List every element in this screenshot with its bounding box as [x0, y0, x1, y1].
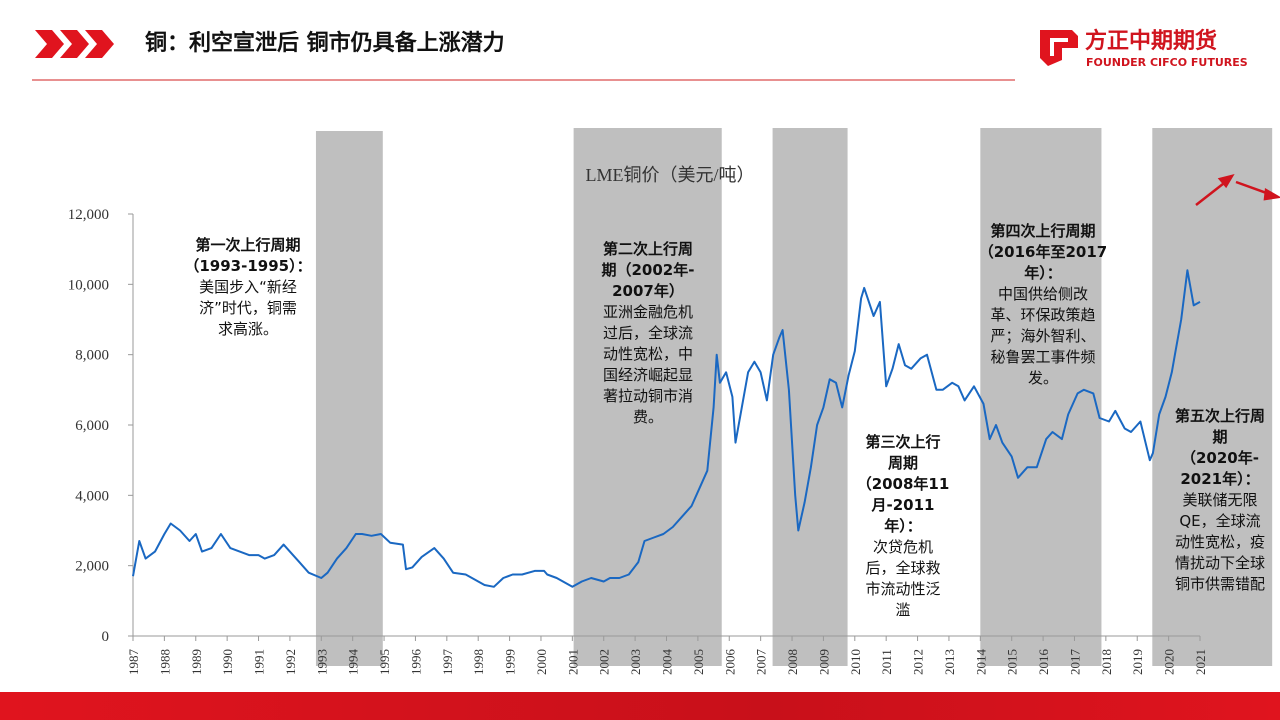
shaded-period — [573, 128, 722, 666]
logo — [1040, 30, 1078, 66]
annotation-body: 动性宽松，疫 — [1175, 533, 1265, 551]
annotation-title: 2021年）： — [1180, 470, 1259, 488]
y-tick-label: 12,000 — [68, 207, 109, 223]
x-tick-label: 2005 — [691, 649, 706, 675]
logo-subtext: FOUNDER CIFCO FUTURES — [1086, 56, 1248, 69]
x-tick-label: 1992 — [283, 649, 298, 675]
x-tick-label: 2017 — [1067, 649, 1082, 676]
annotation-body: 亚洲金融危机 — [603, 303, 693, 321]
annotation-body: 秘鲁罢工事件频 — [990, 348, 1095, 366]
x-tick-label: 2007 — [754, 649, 769, 676]
y-tick-label: 0 — [102, 629, 110, 645]
header-icon — [35, 30, 114, 58]
annotation-title: 期（2002年- — [602, 261, 695, 279]
annotation-title: 月-2011 — [871, 496, 935, 514]
x-tick-label: 2018 — [1099, 649, 1114, 675]
logo-text: 方正中期期货 — [1085, 28, 1217, 54]
annotation-title: 期 — [1212, 428, 1227, 446]
y-tick-label: 2,000 — [75, 559, 109, 575]
annotation-body: 革、环保政策趋 — [990, 306, 1095, 324]
annotation-body: 费。 — [633, 408, 663, 426]
annotation-title: （2016年至2017 — [979, 243, 1108, 261]
annotation-body: QE，全球流 — [1179, 512, 1260, 530]
annotation-title: 年）： — [1024, 264, 1062, 282]
x-tick-label: 1987 — [126, 649, 141, 676]
annotation-body: 美联储无限 — [1182, 491, 1257, 509]
x-tick-label: 2010 — [848, 649, 863, 675]
annotation-body: 情扰动下全球 — [1175, 554, 1265, 572]
x-tick-label: 1999 — [503, 649, 518, 675]
footer-bar — [0, 692, 1280, 720]
annotation-title: 第一次上行周期 — [195, 236, 300, 254]
price-line — [132, 269, 1201, 588]
annotation-body: 严；海外智利、 — [990, 327, 1095, 345]
x-tick-label: 1989 — [189, 649, 204, 675]
y-tick-label: 10,000 — [68, 277, 109, 293]
shaded-period — [772, 128, 848, 666]
x-tick-label: 2000 — [534, 649, 549, 675]
chart-title: LME铜价（美元/吨） — [586, 165, 755, 185]
annotation-body: 后，全球救 — [865, 559, 940, 577]
annotation-body: 过后，全球流 — [603, 324, 693, 342]
annotation-title: 第三次上行 — [865, 433, 940, 451]
annotation-body: 滥 — [895, 601, 910, 619]
annotation-body: 求高涨。 — [218, 320, 278, 338]
x-tick-label: 1994 — [346, 649, 361, 676]
slide-title: 铜：利空宣泄后 铜市仍具备上涨潜力 — [145, 30, 505, 56]
x-tick-label: 1996 — [408, 649, 423, 676]
x-tick-label: 2021 — [1193, 649, 1208, 675]
shaded-period — [315, 131, 383, 666]
x-tick-label: 2015 — [1005, 649, 1020, 675]
x-tick-label: 2014 — [973, 649, 988, 676]
red-arrow — [1195, 174, 1280, 206]
x-tick-label: 1991 — [252, 649, 267, 675]
x-tick-label: 1990 — [220, 649, 235, 675]
annotation-title: 第二次上行周 — [603, 240, 693, 258]
x-tick-label: 1997 — [440, 649, 455, 676]
x-tick-label: 2003 — [628, 649, 643, 675]
x-tick-label: 1995 — [377, 649, 392, 675]
x-tick-label: 2006 — [722, 649, 737, 676]
x-tick-label: 2016 — [1036, 649, 1051, 676]
y-tick-label: 6,000 — [75, 418, 109, 434]
x-tick-label: 2004 — [660, 649, 675, 676]
x-tick-label: 2001 — [565, 649, 580, 675]
annotation-title: （1993-1995）： — [184, 257, 311, 275]
annotation-body: 动性宽松，中 — [603, 345, 693, 363]
annotation-body: 发。 — [1028, 369, 1058, 387]
annotation-title: 第四次上行周期 — [990, 222, 1095, 240]
x-tick-label: 2013 — [942, 649, 957, 675]
x-tick-label: 2002 — [597, 649, 612, 675]
annotation-body: 美国步入“新经 — [199, 278, 297, 296]
annotation-title: 周期 — [888, 454, 918, 472]
x-tick-label: 2011 — [879, 649, 894, 675]
x-tick-label: 2008 — [785, 649, 800, 675]
annotation-title: （2020年- — [1181, 449, 1259, 467]
annotation-title: （2008年11 — [857, 475, 950, 493]
x-tick-label: 2009 — [816, 649, 831, 675]
shaded-period — [980, 128, 1102, 666]
annotation-title: 2007年） — [612, 282, 684, 300]
x-tick-label: 2012 — [911, 649, 926, 675]
y-tick-label: 8,000 — [75, 348, 109, 364]
annotation-body: 济”时代，铜需 — [199, 299, 297, 317]
annotation-title: 年）： — [884, 517, 922, 535]
annotation-body: 市流动性泛 — [865, 580, 940, 598]
shaded-period — [1152, 128, 1273, 666]
x-tick-label: 2019 — [1130, 649, 1145, 675]
x-tick-label: 1993 — [314, 649, 329, 675]
annotation-title: 第五次上行周 — [1175, 407, 1265, 425]
annotation-body: 国经济崛起显 — [603, 366, 693, 384]
annotation-body: 著拉动铜市消 — [603, 387, 693, 405]
x-tick-label: 1988 — [157, 649, 172, 675]
y-tick-label: 4,000 — [75, 488, 109, 504]
annotation-body: 次贷危机 — [873, 538, 933, 556]
x-tick-label: 1998 — [471, 649, 486, 675]
annotation-body: 铜市供需错配 — [1175, 575, 1265, 593]
annotation-body: 中国供给侧改 — [998, 285, 1088, 303]
x-tick-label: 2020 — [1162, 649, 1177, 675]
plot: 0 2,000 4,000 6,000 8,000 10,000 12,000 1987 198… — [68, 128, 1273, 676]
